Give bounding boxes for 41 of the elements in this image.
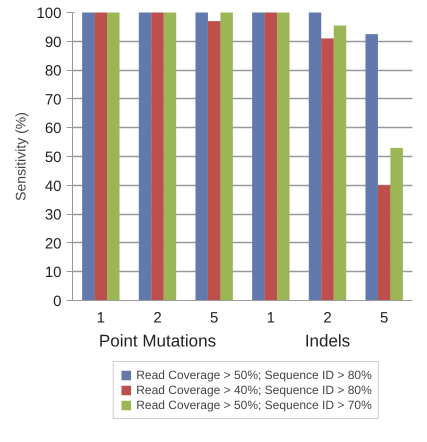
bar bbox=[138, 12, 152, 300]
bar bbox=[378, 185, 390, 300]
y-tick-label: 90 bbox=[44, 34, 62, 51]
bar bbox=[321, 38, 334, 300]
x-tick-label: 5 bbox=[210, 310, 218, 326]
bar bbox=[164, 12, 176, 300]
y-tick-label: 50 bbox=[44, 149, 62, 166]
text: Point Mutations bbox=[98, 332, 216, 350]
x-tick-label: 1 bbox=[96, 310, 106, 326]
y-tick-label: 40 bbox=[44, 178, 62, 195]
bar bbox=[208, 21, 220, 300]
bar bbox=[277, 12, 290, 300]
y-tick-label: 30 bbox=[44, 206, 62, 224]
y-tick-label: 100 bbox=[36, 5, 62, 22]
bar bbox=[264, 12, 278, 300]
legend-label: Read Coverage > 40%; Sequence ID > 80% bbox=[136, 383, 372, 397]
bar bbox=[151, 12, 164, 300]
legend-label: Read Coverage > 50%; Sequence ID > 80% bbox=[136, 368, 372, 382]
x-tick-label: 2 bbox=[153, 310, 162, 326]
bar bbox=[252, 12, 265, 300]
y-tick-label: 60 bbox=[44, 120, 62, 138]
bar bbox=[94, 12, 108, 300]
text: Indels bbox=[304, 332, 350, 350]
bar bbox=[107, 12, 120, 300]
y-tick-label: 20 bbox=[44, 235, 62, 252]
bar bbox=[195, 12, 208, 300]
x-tick-label: 5 bbox=[380, 310, 388, 326]
bar bbox=[365, 34, 378, 300]
x-tick-label: 1 bbox=[266, 310, 276, 326]
bar bbox=[220, 12, 233, 300]
bar bbox=[308, 12, 322, 300]
y-tick-label: 80 bbox=[44, 62, 62, 80]
x-tick-label: 2 bbox=[323, 310, 332, 326]
y-tick-label: 70 bbox=[44, 91, 62, 108]
legend-label: Read Coverage > 50%; Sequence ID > 70% bbox=[136, 398, 372, 412]
y-axis-title: Sensitivity (%) bbox=[12, 112, 28, 201]
bar bbox=[82, 12, 95, 300]
y-tick-label: 10 bbox=[44, 264, 62, 282]
y-tick-label: 0 bbox=[53, 293, 62, 310]
bar bbox=[390, 148, 403, 300]
bar bbox=[334, 25, 346, 300]
